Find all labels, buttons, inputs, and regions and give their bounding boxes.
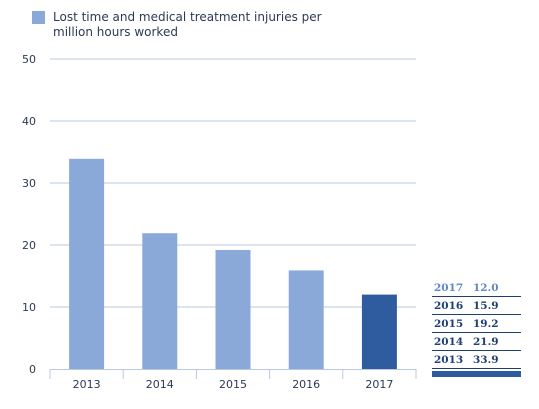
x-tick-label: 2016 [292,378,320,391]
bar-2017 [361,294,397,369]
table-row: 2013 33.9 [432,351,521,369]
bar-2015 [215,249,251,369]
table-row: 2015 19.2 [432,315,521,333]
y-tick-label: 40 [22,115,36,128]
x-tick-label: 2015 [219,378,247,391]
table-value: 19.2 [473,317,499,330]
table-value: 12.0 [473,281,499,294]
y-tick-label: 20 [22,239,36,252]
legend-label: Lost time and medical treatment injuries… [53,10,322,39]
table-footer-bar [432,371,521,377]
table-year: 2014 [434,335,464,348]
y-tick-label: 0 [29,363,36,376]
table-row: 2014 21.9 [432,333,521,351]
table-year: 2016 [434,299,464,312]
table-value: 33.9 [473,353,499,366]
x-tick-label: 2013 [73,378,101,391]
y-tick-label: 50 [22,53,36,66]
table-value: 21.9 [473,335,499,348]
bar-2016 [288,270,324,369]
x-tick-label: 2017 [365,378,393,391]
y-tick-label: 10 [22,301,36,314]
table-year: 2017 [434,281,464,294]
y-tick-label: 30 [22,177,36,190]
chart-legend: Lost time and medical treatment injuries… [32,10,353,40]
table-row: 2017 12.0 [432,279,521,297]
table-value: 15.9 [473,299,499,312]
x-tick-label: 2014 [146,378,174,391]
bar-2014 [142,233,178,369]
table-row: 2016 15.9 [432,297,521,315]
legend-swatch [32,11,45,24]
values-table: 2017 12.0 2016 15.9 2015 19.2 2014 21.9 … [432,279,521,377]
bar-2013 [69,158,105,369]
table-year: 2013 [434,353,464,366]
table-year: 2015 [434,317,464,330]
